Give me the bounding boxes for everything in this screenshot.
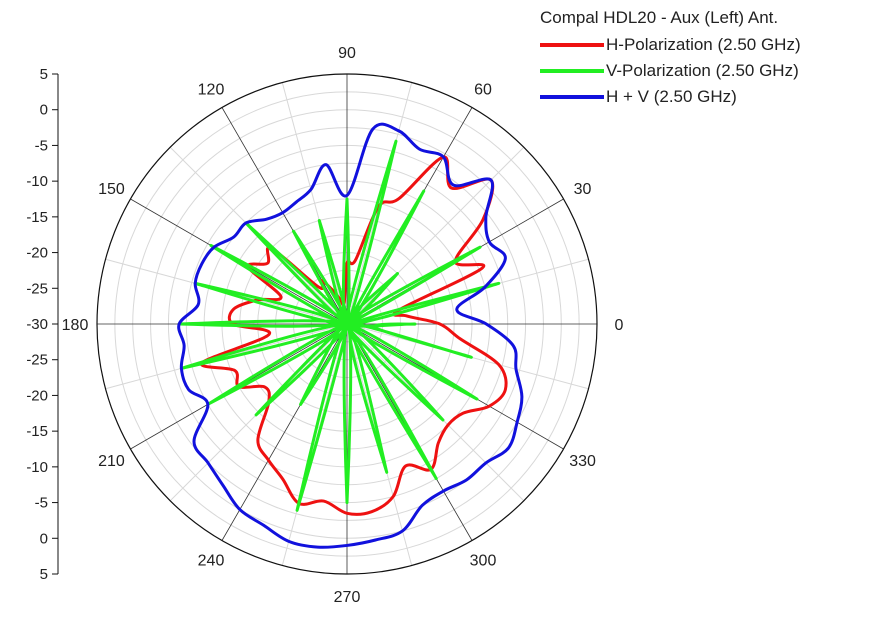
legend-label-v-pol: V-Polarization (2.50 GHz) bbox=[606, 61, 799, 80]
legend-item-v-pol: V-Polarization (2.50 GHz) bbox=[540, 58, 872, 84]
series-lines bbox=[177, 122, 524, 549]
series-v-polarization bbox=[177, 139, 501, 512]
radial-tick-label: -25 bbox=[26, 280, 48, 297]
radial-tick-label: -30 bbox=[26, 316, 48, 333]
radial-tick-label: -25 bbox=[26, 352, 48, 369]
radial-tick-label: 0 bbox=[40, 102, 48, 119]
grid-spoke-major bbox=[221, 323, 348, 541]
angle-tick-label: 60 bbox=[474, 81, 492, 98]
radial-tick-label: -10 bbox=[26, 173, 48, 190]
radial-tick-label: -20 bbox=[26, 387, 48, 404]
angle-tick-label: 0 bbox=[615, 317, 624, 334]
radial-tick-label: -20 bbox=[26, 245, 48, 262]
angle-tick-label: 30 bbox=[574, 181, 592, 198]
angle-tick-label: 270 bbox=[334, 589, 361, 606]
legend: Compal HDL20 - Aux (Left) Ant. H-Polariz… bbox=[540, 8, 872, 110]
angle-tick-label: 90 bbox=[338, 45, 356, 62]
radial-tick-label: 0 bbox=[40, 530, 48, 547]
angle-tick-label: 180 bbox=[62, 317, 89, 334]
radial-tick-label: -5 bbox=[35, 137, 48, 154]
angle-tick-label: 300 bbox=[470, 553, 497, 570]
grid-spoke bbox=[281, 82, 348, 325]
grid-spoke bbox=[346, 146, 525, 325]
legend-label-hv: H + V (2.50 GHz) bbox=[606, 87, 737, 106]
radial-tick-label: -5 bbox=[35, 495, 48, 512]
legend-item-h-pol: H-Polarization (2.50 GHz) bbox=[540, 32, 872, 58]
axis-labels: 0 30 60 90 120 150 180 210 240 270 300 330 5 0 -5 -10 -1… bbox=[26, 45, 623, 606]
angle-tick-label: 210 bbox=[98, 453, 125, 470]
chart-title: Compal HDL20 - Aux (Left) Ant. bbox=[540, 8, 779, 27]
angle-tick-label: 120 bbox=[198, 81, 225, 98]
series-h-plus-v bbox=[177, 122, 524, 549]
grid-spoke-major bbox=[221, 107, 348, 325]
legend-swatch-hv bbox=[540, 95, 604, 99]
radial-tick-label: -15 bbox=[26, 209, 48, 226]
angle-tick-label: 240 bbox=[198, 553, 225, 570]
legend-swatch-h-pol bbox=[540, 43, 604, 47]
radial-tick-label: -15 bbox=[26, 423, 48, 440]
legend-item-hv: H + V (2.50 GHz) bbox=[540, 84, 872, 110]
angle-tick-label: 150 bbox=[98, 181, 125, 198]
radial-tick-label: -10 bbox=[26, 459, 48, 476]
angle-tick-label: 330 bbox=[569, 453, 596, 470]
outer-circle bbox=[96, 73, 598, 575]
legend-label-h-pol: H-Polarization (2.50 GHz) bbox=[606, 35, 801, 54]
radial-tick-label: 5 bbox=[40, 566, 48, 583]
legend-swatch-v-pol bbox=[540, 69, 604, 73]
radial-tick-label: 5 bbox=[40, 66, 48, 83]
